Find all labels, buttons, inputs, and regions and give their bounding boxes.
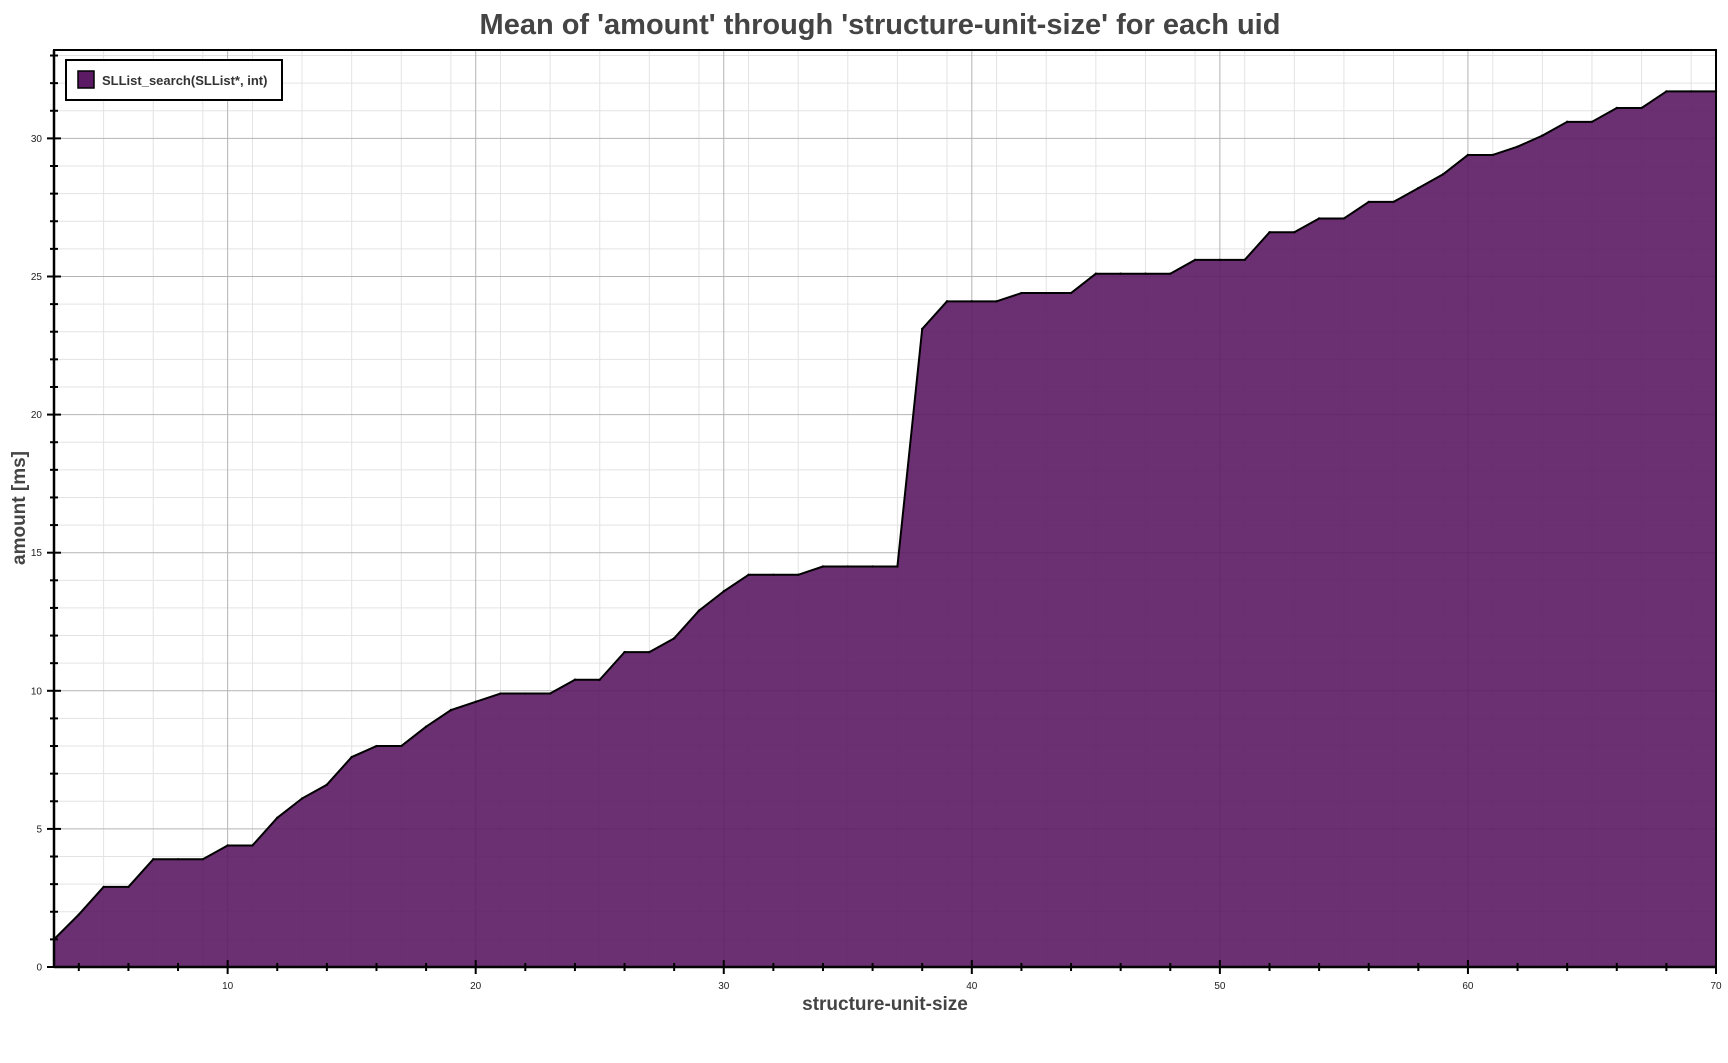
data-point [871, 565, 874, 568]
chart-title: Mean of 'amount' through 'structure-unit… [480, 9, 1281, 41]
x-tick-label: 10 [222, 981, 234, 992]
data-point [276, 816, 279, 820]
data-point [945, 300, 949, 303]
data-point [474, 700, 477, 704]
data-point [499, 692, 502, 695]
data-point [846, 565, 849, 568]
x-tick-label: 30 [718, 981, 730, 992]
ticks-layer: 10 20 30 40 50 60 70 0 5 10 15 20 25 30 [31, 54, 1722, 992]
data-point [697, 609, 701, 612]
legend: SLList_search(SLList*, int) [65, 59, 283, 101]
data-point [1293, 231, 1296, 234]
data-point [747, 573, 750, 576]
legend-swatch [77, 70, 95, 89]
data-point [772, 573, 775, 576]
data-point [1094, 272, 1098, 275]
y-tick-label: 10 [31, 686, 43, 697]
y-tick-label: 0 [36, 963, 42, 974]
data-point [1615, 106, 1618, 110]
data-point [325, 783, 329, 786]
x-tick-label: 50 [1214, 981, 1226, 992]
data-point [1268, 231, 1271, 234]
x-tick-label: 20 [470, 981, 482, 992]
data-point [400, 744, 403, 748]
data-point [1045, 291, 1048, 295]
data-point [921, 327, 924, 331]
y-tick-label: 15 [31, 548, 43, 559]
data-point [1417, 186, 1420, 190]
data-point [1218, 258, 1222, 262]
data-point [1193, 258, 1197, 262]
data-point [127, 885, 130, 889]
data-point [1342, 217, 1346, 220]
data-point [524, 692, 527, 695]
data-point [1590, 120, 1594, 124]
data-point [796, 573, 800, 576]
y-tick-label: 5 [36, 824, 42, 835]
data-point [970, 300, 974, 303]
data-point [1367, 200, 1370, 204]
data-point [1491, 153, 1494, 157]
x-tick-label: 70 [1710, 981, 1722, 992]
data-point [350, 755, 353, 759]
data-point [1119, 272, 1122, 275]
data-point [1565, 120, 1569, 124]
data-point [1441, 173, 1445, 176]
data-point [176, 858, 180, 861]
data-point [1689, 90, 1693, 93]
data-point [1169, 272, 1172, 275]
data-point [375, 744, 378, 748]
data-point [201, 858, 205, 861]
data-point [424, 725, 428, 728]
data-point [548, 692, 552, 695]
data-point [598, 678, 601, 681]
data-point [1541, 134, 1544, 137]
data-point [821, 565, 825, 568]
data-point [623, 650, 626, 654]
data-point [1144, 272, 1147, 275]
x-tick-label: 60 [1462, 981, 1474, 992]
y-tick-label: 20 [31, 410, 43, 421]
data-point [896, 565, 899, 568]
data-point [77, 913, 81, 916]
legend-box [65, 59, 283, 101]
area-fill [54, 91, 1716, 967]
data-point [300, 797, 304, 800]
data-point [226, 844, 229, 847]
data-point [648, 650, 651, 654]
data-point [573, 678, 577, 681]
data-point [1665, 90, 1668, 93]
data-point [1069, 291, 1073, 295]
x-tick-label: 40 [966, 981, 978, 992]
data-point [672, 637, 676, 640]
data-point [152, 858, 155, 861]
data-point [995, 300, 998, 303]
y-tick-label: 25 [31, 272, 43, 283]
data-point [102, 885, 105, 889]
data-point [1392, 200, 1395, 204]
data-point [1020, 291, 1023, 295]
area-series-layer [52, 90, 1718, 967]
y-tick-label: 30 [31, 134, 43, 145]
data-point [1640, 106, 1643, 110]
data-point [1317, 217, 1321, 220]
y-axis-label: amount [ms] [9, 451, 30, 565]
area-outline [53, 90, 1716, 941]
data-point [1516, 145, 1519, 148]
x-axis-label: structure-unit-size [802, 994, 968, 1015]
data-point [1243, 258, 1246, 262]
data-point [449, 708, 453, 712]
axes-layer [52, 49, 1717, 969]
legend-label: SLList_search(SLList*, int) [102, 73, 267, 88]
data-point [722, 590, 725, 593]
data-point [1466, 153, 1470, 157]
data-point [251, 844, 254, 847]
